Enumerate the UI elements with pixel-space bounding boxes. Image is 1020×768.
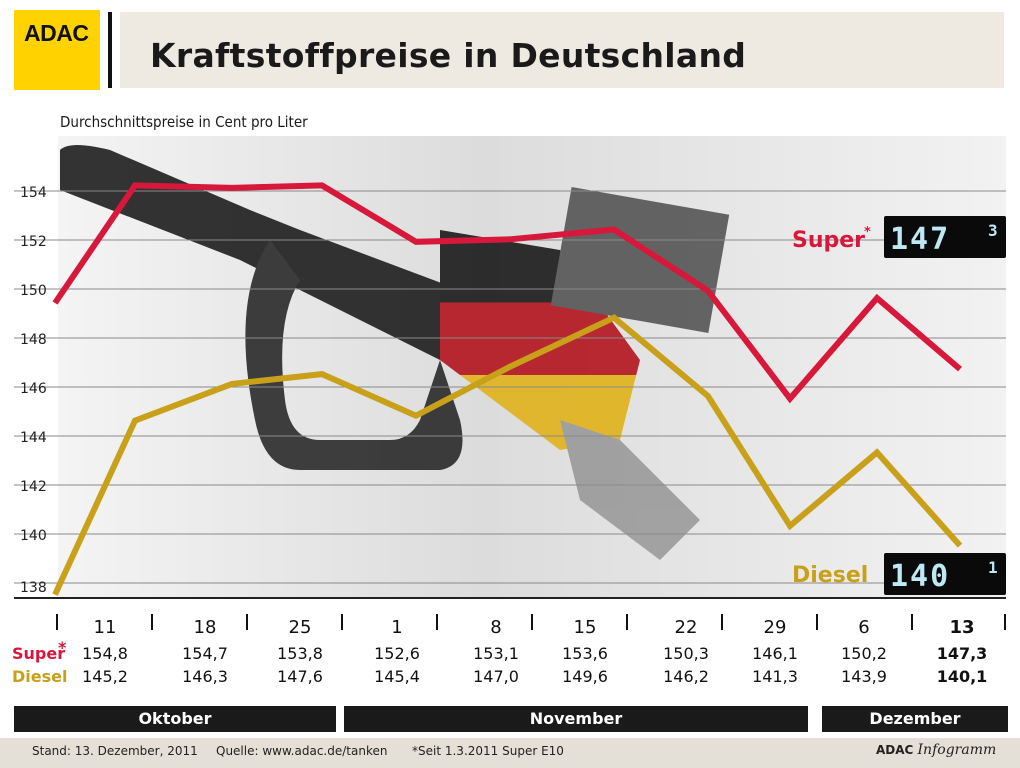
x-category-label: 25 (289, 617, 312, 638)
footer-brand-adac: ADAC (876, 743, 918, 757)
x-category-label: 15 (574, 617, 597, 638)
x-category-label: 8 (490, 617, 501, 638)
month-label-dezember: Dezember (822, 706, 1008, 732)
fuel-nozzle-illustration (60, 145, 730, 560)
title-bar: Kraftstoffpreise in Deutschland (120, 12, 1004, 88)
y-tick-label: 150 (20, 283, 47, 299)
super-value-label: 153,1 (473, 644, 519, 663)
x-category-label: 11 (94, 617, 117, 638)
x-category-label: 22 (675, 617, 698, 638)
super-series-label: Super (792, 228, 865, 253)
diesel-value-label: 146,3 (182, 667, 228, 686)
x-category-label: 29 (764, 617, 787, 638)
super-price-display-value: 147 (890, 222, 950, 257)
super-value-label: 154,8 (82, 644, 128, 663)
diesel-price-display-value: 140 (890, 559, 950, 594)
y-tick-label: 148 (20, 332, 47, 348)
x-category-label: 1 (391, 617, 402, 638)
diesel-value-label: 143,9 (841, 667, 887, 686)
y-axis: 154 152 150 148 146 144 142 140 138 (20, 185, 47, 596)
super-value-label: 153,8 (277, 644, 323, 663)
super-value-label: 152,6 (374, 644, 420, 663)
y-tick-label: 140 (20, 528, 47, 544)
super-value-label: 150,3 (663, 644, 709, 663)
super-price-display-decimal: 3 (988, 221, 998, 240)
diesel-value-label: 146,2 (663, 667, 709, 686)
diesel-value-label: 147,6 (277, 667, 323, 686)
chart-title: Kraftstoffpreise in Deutschland (150, 36, 747, 75)
logo-divider (108, 12, 112, 88)
super-price-display (884, 216, 1006, 258)
diesel-value-label: 145,2 (82, 667, 128, 686)
footer-brand: ADAC Infogramm (876, 742, 996, 758)
diesel-series-label: Diesel (792, 563, 868, 588)
table-row-label-super: Super (12, 644, 65, 663)
diesel-value-label: 141,3 (752, 667, 798, 686)
footer: Stand: 13. Dezember, 2011 Quelle: www.ad… (0, 738, 1020, 768)
super-value-label: 150,2 (841, 644, 887, 663)
diesel-price-display (884, 553, 1006, 595)
diesel-value-label: 147,0 (473, 667, 519, 686)
footer-note: *Seit 1.3.2011 Super E10 (412, 744, 564, 758)
footer-stand: Stand: 13. Dezember, 2011 (32, 744, 198, 758)
super-value-label: 147,3 (937, 644, 988, 663)
logo-text: ADAC (24, 20, 89, 46)
series-line-diesel (52, 314, 963, 596)
y-tick-label: 152 (20, 234, 47, 250)
adac-logo: ADAC (14, 10, 100, 90)
chart-subtitle: Durchschnittspreise in Cent pro Liter (60, 113, 308, 131)
series-lines (52, 182, 963, 596)
y-tick-label: 154 (20, 185, 47, 201)
diesel-value-label: 149,6 (562, 667, 608, 686)
footer-source: Quelle: www.adac.de/tanken (216, 744, 388, 758)
y-tick-label: 138 (20, 580, 47, 596)
table-row-label-super-marker: * (58, 638, 67, 657)
series-line-super (52, 182, 962, 404)
x-category-label: 6 (858, 617, 869, 638)
diesel-price-display-decimal: 1 (988, 558, 998, 577)
y-tick-label: 146 (20, 381, 47, 397)
diesel-value-label: 145,4 (374, 667, 420, 686)
diesel-value-label: 140,1 (937, 667, 988, 686)
super-value-label: 154,7 (182, 644, 228, 663)
y-tick-label: 142 (20, 479, 47, 495)
table-row-label-diesel: Diesel (12, 667, 67, 686)
super-value-label: 153,6 (562, 644, 608, 663)
x-category-label: 18 (194, 617, 217, 638)
super-value-label: 146,1 (752, 644, 798, 663)
super-series-marker: * (864, 225, 871, 240)
x-category-label: 13 (949, 617, 974, 638)
y-tick-label: 144 (20, 430, 47, 446)
value-table: 154,8 145,2 154,7 146,3 153,8 147,6 152,6 145,4… (82, 644, 987, 686)
x-axis-categories: 11 18 25 1 8 15 22 29 6 13 (56, 614, 1006, 638)
footer-brand-infogramm: Infogramm (917, 742, 997, 758)
month-label-oktober: Oktober (14, 706, 336, 732)
month-label-november: November (344, 706, 808, 732)
